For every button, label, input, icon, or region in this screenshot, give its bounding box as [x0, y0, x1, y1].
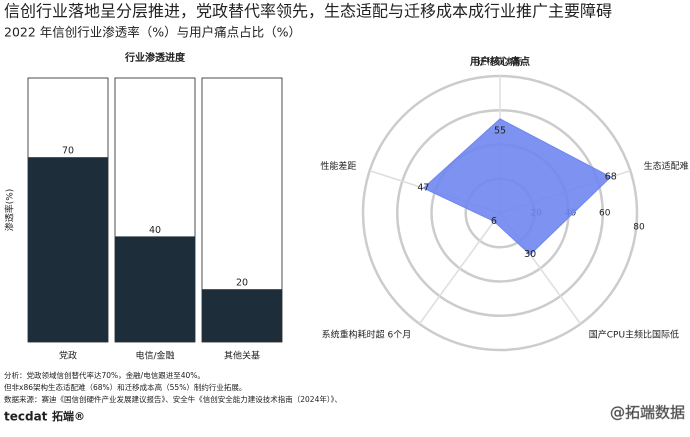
- bar: [202, 289, 282, 342]
- watermark: @拓端数据: [610, 404, 685, 422]
- page-subtitle: 2022 年信创行业渗透率（%）与用户痛点占比（%）: [4, 25, 301, 40]
- axis-label: 系统重构耗时超 6个月: [322, 329, 412, 341]
- x-tick-label: 电信/金融: [135, 350, 174, 362]
- y-axis-label: 渗透率(%): [4, 189, 16, 232]
- axis-label: 性能差距: [320, 160, 356, 172]
- bar: [28, 157, 108, 342]
- page-title: 信创行业落地呈分层推进，党政替代率领先，生态适配与迁移成本成行业推广主要障碍: [4, 2, 612, 21]
- grid-spoke: [418, 212, 501, 325]
- radar-area: [422, 118, 612, 256]
- bar: [115, 236, 195, 342]
- logo: tecdat: [4, 410, 48, 424]
- value-label: 68: [605, 172, 617, 183]
- x-tick-label: 党政: [59, 350, 77, 362]
- note: 但非x86架构生态适配难（68%）和迁移成本高（55%）制约行业拓展。: [4, 382, 246, 392]
- note: 分析：党政领域信创替代率达70%，金融/电信跟进至40%。: [4, 370, 205, 380]
- value-label: 47: [417, 183, 429, 194]
- value-label: 55: [494, 125, 506, 136]
- x-tick-label: 其他关基: [224, 350, 260, 362]
- logo: 拓端®: [52, 409, 85, 423]
- chart-title: 用户核心痛点: [469, 55, 530, 68]
- value-label: 30: [524, 249, 536, 260]
- note: 数据来源：赛迪《国信创硬件产业发展建议报告》、安全牛《信创安全能力建设技术指南（…: [4, 394, 342, 404]
- value-label: 20: [236, 278, 248, 289]
- axis-label: 国产CPU主频比国际低: [589, 329, 679, 341]
- value-label: 6: [491, 216, 497, 227]
- chart-title: 行业渗透进度: [124, 51, 186, 64]
- r-tick-label: 60: [599, 209, 611, 219]
- value-label: 40: [149, 225, 161, 236]
- axis-label: 生态适配难: [644, 160, 689, 172]
- r-tick-label: 80: [633, 223, 645, 233]
- value-label: 70: [62, 146, 74, 157]
- axis-label: 迁移成本高: [477, 56, 522, 68]
